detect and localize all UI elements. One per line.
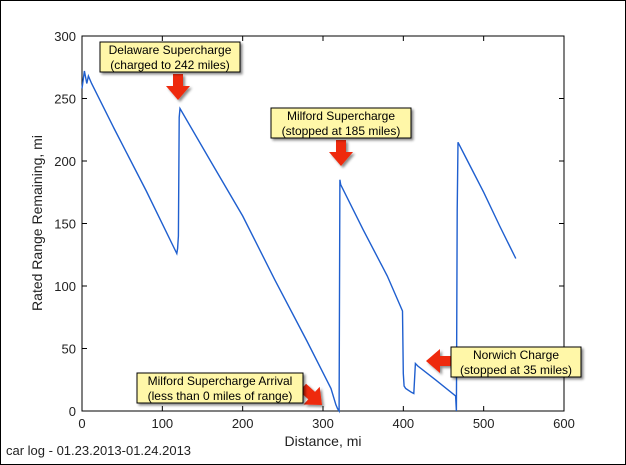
callout-box (136, 372, 304, 404)
footer-caption: car log - 01.23.2013-01.24.2013 (6, 443, 192, 458)
x-tick-label: 600 (553, 416, 575, 431)
callout-box (99, 41, 241, 73)
annotation-callout: Delaware Supercharge(charged to 242 mile… (99, 41, 241, 100)
callout-detail: (less than 0 miles of range) (148, 389, 293, 403)
callout-box (270, 107, 412, 139)
x-axis-label: Distance, mi (284, 433, 361, 449)
callout-title: Milford Supercharge Arrival (148, 374, 293, 388)
y-tick-label: 300 (54, 29, 76, 44)
y-tick-label: 250 (54, 92, 76, 107)
y-axis-label: Rated Range Remaining, mi (29, 135, 45, 311)
x-tick-label: 300 (312, 416, 334, 431)
annotation-callout: Milford Supercharge Arrival(less than 0 … (136, 372, 322, 405)
x-tick-label: 400 (392, 416, 414, 431)
callout-detail: (stopped at 185 miles) (282, 124, 401, 138)
y-tick-label: 50 (62, 342, 76, 357)
callout-title: Milford Supercharge (287, 109, 395, 123)
x-tick-label: 100 (151, 416, 173, 431)
y-tick-label: 100 (54, 279, 76, 294)
x-tick-label: 200 (232, 416, 254, 431)
x-tick-label: 0 (78, 416, 85, 431)
callout-detail: (stopped at 35 miles) (460, 363, 572, 377)
series-line-range (81, 70, 517, 414)
callout-arrow (426, 349, 452, 373)
annotation-callout: Milford Supercharge(stopped at 185 miles… (270, 107, 412, 166)
callout-arrow (166, 74, 190, 100)
y-tick-label: 200 (54, 154, 76, 169)
callout-box (450, 346, 582, 378)
x-tick-label: 500 (473, 416, 495, 431)
callout-arrow (329, 140, 353, 166)
callout-title: Delaware Supercharge (109, 43, 232, 57)
y-tick-label: 0 (69, 404, 76, 419)
annotation-callout: Norwich Charge(stopped at 35 miles) (426, 346, 582, 378)
callout-detail: (charged to 242 miles) (110, 58, 229, 72)
callout-title: Norwich Charge (473, 348, 559, 362)
y-tick-label: 150 (54, 217, 76, 232)
callout-arrow (299, 383, 322, 405)
